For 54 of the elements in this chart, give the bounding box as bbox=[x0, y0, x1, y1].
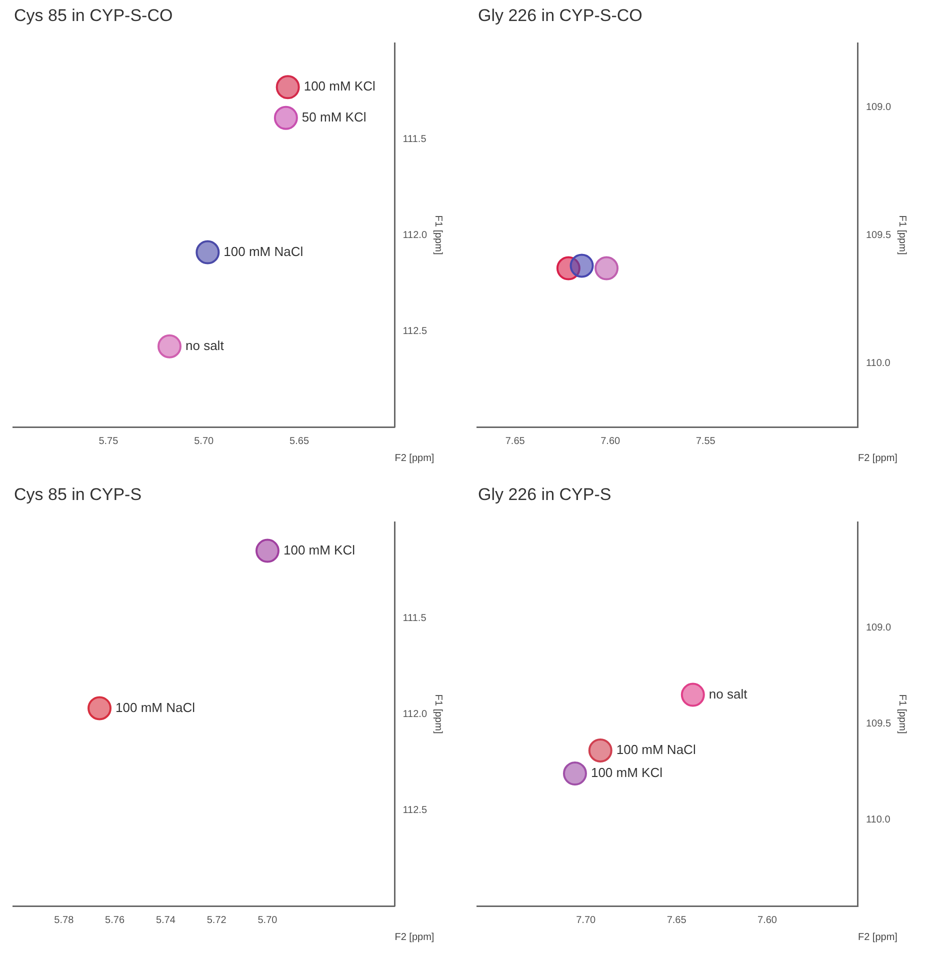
y-axis-title: F1 [ppm] bbox=[896, 694, 908, 734]
y-axis-title: F1 [ppm] bbox=[896, 215, 908, 255]
y-tick-label: 112.0 bbox=[402, 230, 428, 241]
series-label: 100 mM NaCl bbox=[116, 700, 196, 715]
x-tick-label: 7.60 bbox=[758, 914, 778, 926]
x-tick-label: 7.65 bbox=[505, 436, 526, 447]
x-tick-label: 5.76 bbox=[105, 914, 125, 926]
y-tick-label: 109.0 bbox=[866, 102, 892, 113]
series-label: 100 mM NaCl bbox=[224, 244, 304, 259]
x-tick-label: 5.74 bbox=[156, 914, 176, 926]
series-label: 100 mM KCl bbox=[304, 78, 376, 94]
y-tick-label: 110.0 bbox=[866, 814, 891, 826]
x-axis-title: F2 [ppm] bbox=[858, 932, 898, 943]
series-label: 100 mM KCl bbox=[283, 542, 356, 558]
y-tick-label: 111.5 bbox=[402, 134, 427, 145]
y-axis-title: F1 [ppm] bbox=[432, 694, 444, 734]
series-label: no salt bbox=[186, 338, 224, 353]
series-label: 50 mM KCl bbox=[302, 109, 366, 124]
point bbox=[158, 334, 182, 358]
series-label: 100 mM KCl bbox=[590, 765, 663, 780]
x-tick-label: 5.70 bbox=[258, 914, 278, 926]
chart-title: Gly 226 in CYP-S bbox=[478, 485, 612, 505]
y-axis-title: F1 [ppm] bbox=[432, 215, 444, 255]
x-axis-title: F2 [ppm] bbox=[394, 932, 434, 943]
y-tick-label: 111.5 bbox=[402, 612, 427, 624]
y-tick-label: 109.5 bbox=[866, 230, 892, 241]
y-tick-label: 112.5 bbox=[402, 804, 428, 816]
chart-title: Cys 85 in CYP-S bbox=[14, 485, 142, 505]
chart-title: Gly 226 in CYP-S-CO bbox=[478, 6, 642, 26]
x-tick-label: 5.75 bbox=[98, 436, 119, 447]
x-tick-label: 5.65 bbox=[290, 436, 310, 447]
x-axis-title: F2 [ppm] bbox=[394, 452, 434, 464]
y-tick-label: 112.0 bbox=[402, 708, 428, 720]
series-label: 100 mM NaCl bbox=[616, 742, 696, 758]
y-tick-label: 109.0 bbox=[866, 622, 892, 634]
x-tick-label: 5.78 bbox=[54, 914, 74, 926]
x-tick-label: 7.70 bbox=[576, 914, 596, 926]
point bbox=[274, 106, 298, 130]
y-tick-label: 109.5 bbox=[866, 718, 892, 730]
x-tick-label: 7.65 bbox=[666, 914, 687, 926]
x-tick-label: 5.72 bbox=[206, 914, 227, 926]
chart-title: Cys 85 in CYP-S-CO bbox=[14, 6, 173, 26]
y-tick-label: 110.0 bbox=[866, 358, 891, 369]
x-tick-label: 5.70 bbox=[194, 436, 214, 447]
point bbox=[562, 762, 587, 786]
point bbox=[588, 738, 612, 762]
series-label: no salt bbox=[708, 686, 748, 702]
point bbox=[276, 75, 300, 100]
y-tick-label: 112.5 bbox=[402, 326, 428, 337]
x-tick-label: 7.60 bbox=[600, 436, 621, 447]
x-axis-title: F2 [ppm] bbox=[858, 452, 898, 464]
point bbox=[680, 682, 705, 707]
point bbox=[196, 240, 220, 264]
x-tick-label: 7.55 bbox=[696, 436, 716, 447]
